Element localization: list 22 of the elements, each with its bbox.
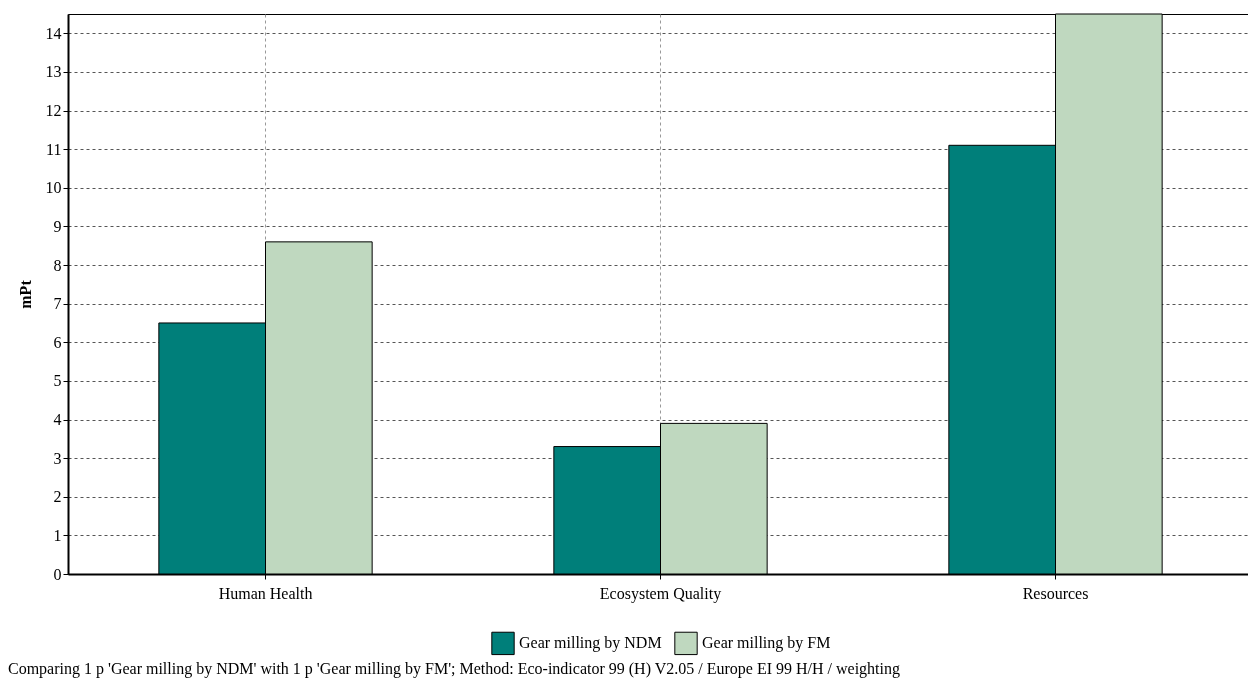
y-tick-label: 5	[53, 372, 62, 390]
y-tick-label: 2	[53, 488, 62, 506]
x-tick-label: Ecosystem Quality	[599, 584, 722, 603]
legend-label: Gear milling by FM	[702, 634, 831, 653]
y-tick-label: 3	[53, 449, 62, 467]
y-tick-label: 8	[53, 256, 62, 274]
y-axis-title: mPt	[16, 279, 34, 309]
text: Comparing 1 p 'Gear milling by NDM' with 1 p 'Gear milling by FM'; Method: Eco-indicator 99 (H) V2.05 / Europe EI 99 H/H / weighting	[8, 660, 901, 678]
y-tick-label: 10	[45, 179, 62, 197]
y-tick-label: 14	[45, 24, 62, 42]
y-tick-label: 1	[53, 526, 62, 544]
y-tick-label: 0	[53, 565, 62, 583]
y-tick-label: 11	[46, 140, 62, 158]
y-tick-label: 9	[53, 217, 62, 235]
y-tick-label: 13	[45, 63, 62, 81]
x-tick-label: Resources	[1022, 584, 1089, 602]
y-tick-label: 6	[53, 333, 62, 351]
y-tick-label: 4	[53, 411, 62, 429]
y-tick-label: 12	[45, 102, 62, 120]
y-tick-label: 7	[53, 295, 62, 313]
legend-label: Gear milling by NDM	[519, 634, 662, 653]
x-tick-label: Human Health	[218, 584, 313, 602]
